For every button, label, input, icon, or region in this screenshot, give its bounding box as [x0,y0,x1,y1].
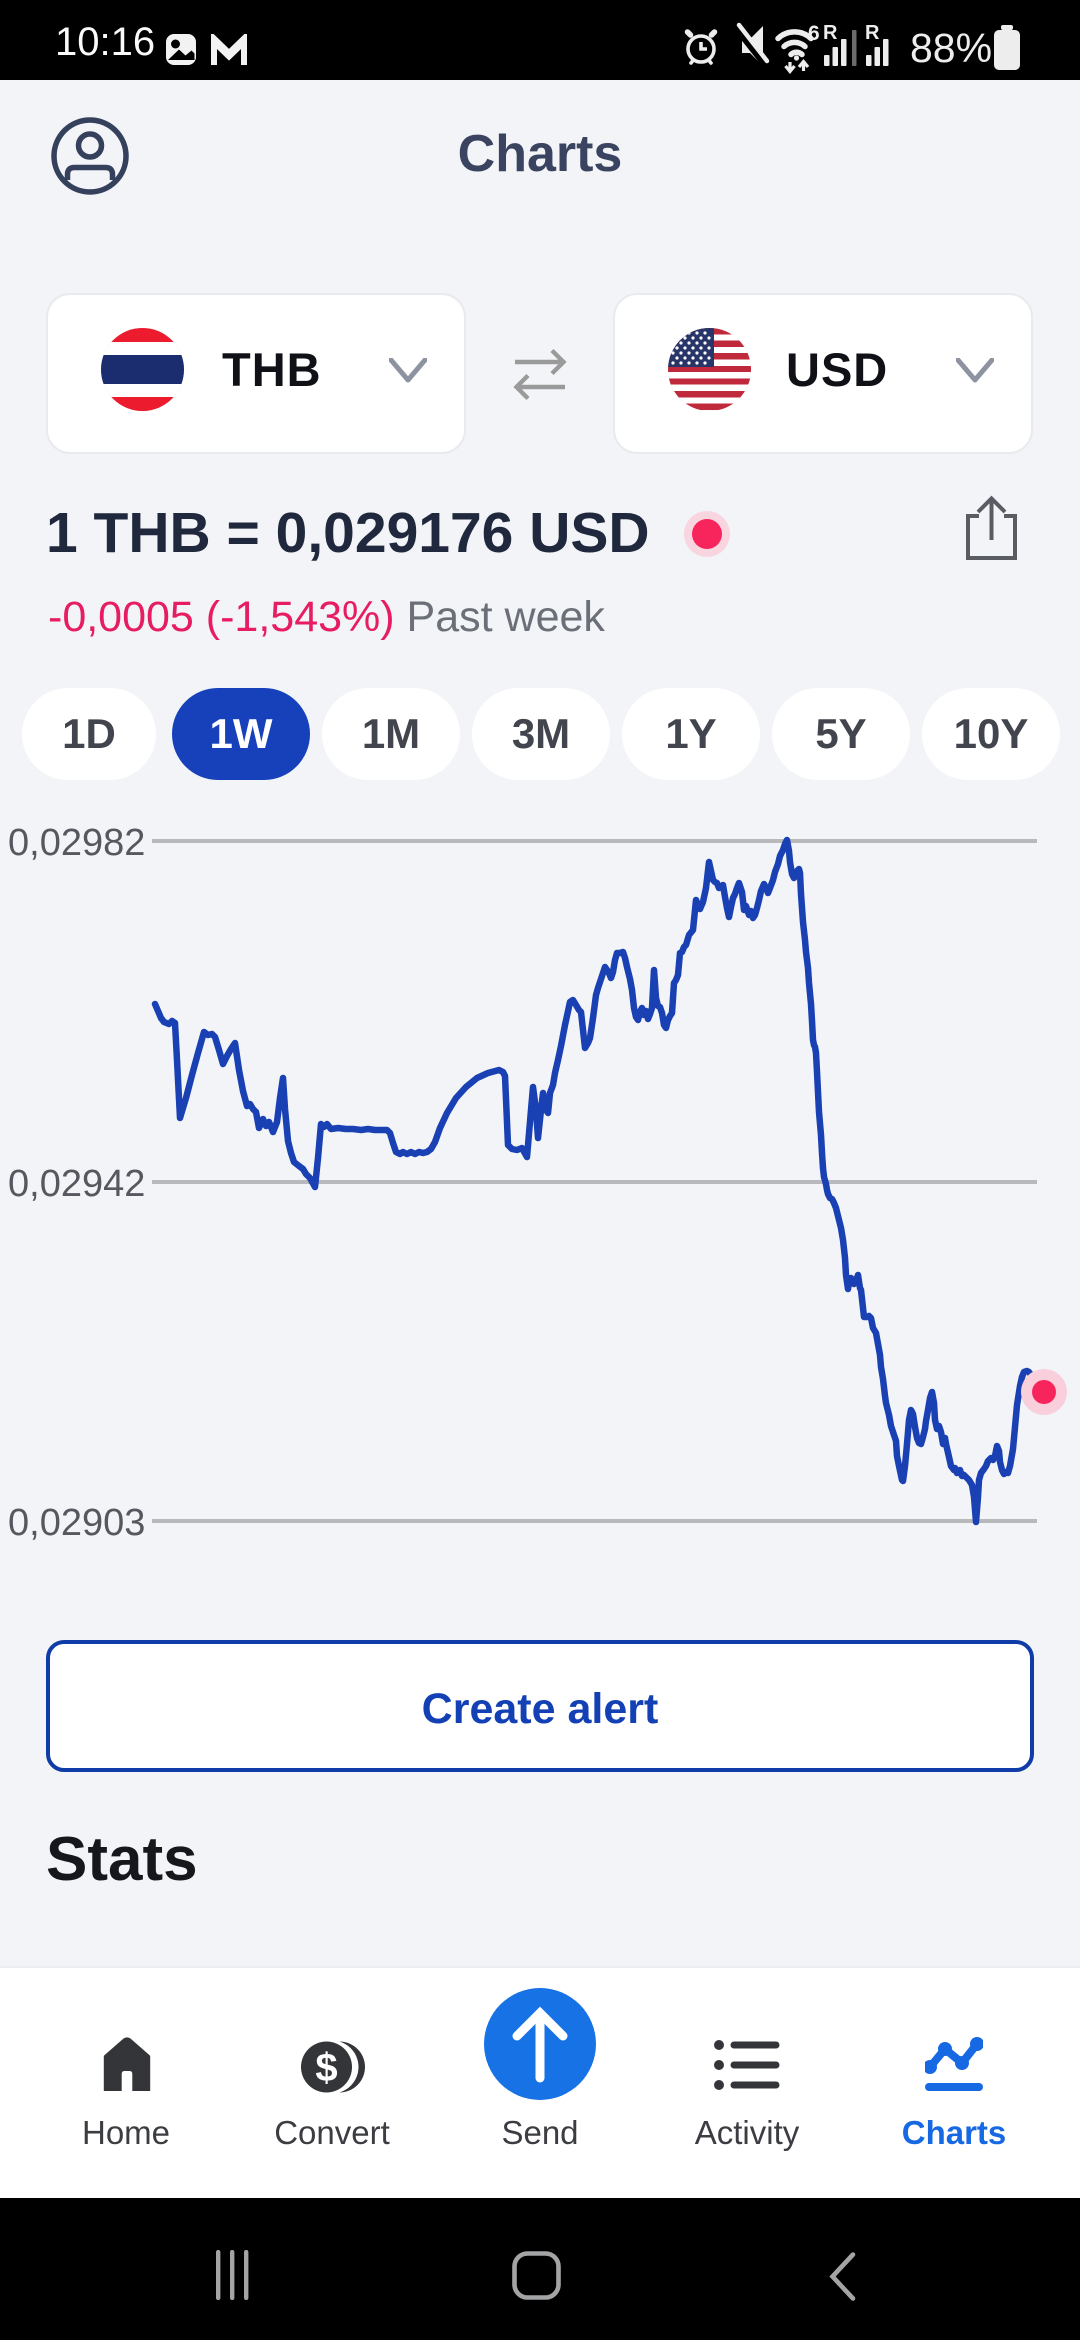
svg-text:R: R [865,22,880,44]
svg-text:0,02942: 0,02942 [8,1163,145,1205]
svg-text:R: R [823,22,838,44]
svg-text:$: $ [315,2046,337,2090]
svg-text:0,02903: 0,02903 [8,1502,145,1544]
svg-text:6: 6 [808,22,820,45]
svg-text:0,02982: 0,02982 [8,822,145,864]
svg-text:88%: 88% [910,25,992,71]
